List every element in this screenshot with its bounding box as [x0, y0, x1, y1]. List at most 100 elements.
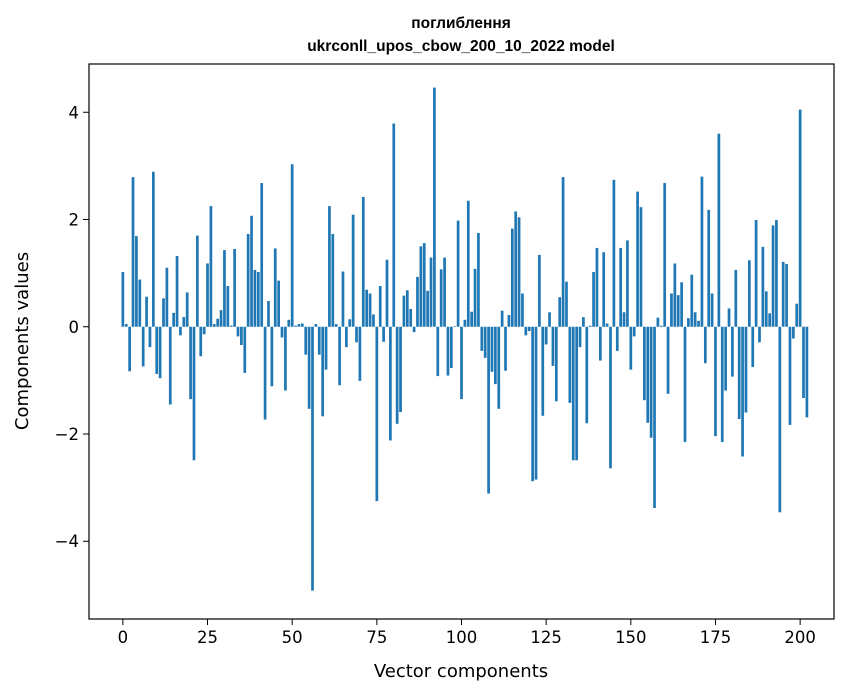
x-tick-label: 175 [700, 628, 732, 647]
bar-165 [680, 282, 683, 327]
bar-144 [609, 326, 612, 469]
bar-8 [148, 326, 152, 348]
bar-83 [402, 295, 406, 327]
bar-86 [412, 326, 416, 333]
bar-160 [663, 183, 667, 327]
bar-150 [629, 326, 633, 370]
bar-9 [151, 171, 155, 327]
bar-185 [747, 260, 751, 327]
bar-58 [317, 326, 321, 355]
bar-130 [561, 177, 565, 327]
bar-135 [578, 326, 582, 348]
bar-69 [355, 326, 358, 343]
bar-129 [558, 297, 562, 327]
bar-192 [771, 225, 775, 327]
bar-190 [764, 291, 768, 327]
bar-179 [727, 308, 731, 327]
bar-158 [656, 317, 660, 327]
bar-75 [375, 326, 379, 502]
bar-100 [460, 326, 463, 400]
bar-140 [595, 247, 599, 327]
bar-200 [798, 109, 802, 327]
bar-95 [443, 257, 446, 327]
bar-171 [700, 176, 704, 327]
bar-89 [422, 243, 426, 327]
bar-42 [263, 326, 267, 420]
bar-153 [639, 207, 643, 327]
bar-98 [453, 326, 457, 327]
bar-78 [385, 259, 389, 327]
bar-26 [209, 206, 213, 327]
bar-166 [683, 326, 687, 443]
bar-102 [466, 200, 470, 327]
bar-55 [307, 326, 311, 409]
bar-134 [575, 326, 578, 461]
bar-82 [399, 326, 402, 413]
bar-43 [267, 301, 270, 327]
bar-186 [751, 326, 755, 367]
bar-126 [548, 312, 551, 327]
bar-198 [792, 326, 795, 339]
bar-117 [517, 217, 521, 327]
bar-187 [754, 220, 758, 327]
bar-128 [554, 326, 558, 402]
bar-111 [497, 326, 501, 409]
bar-56 [311, 326, 314, 591]
bar-119 [524, 326, 528, 336]
bar-202 [805, 326, 809, 418]
bar-79 [389, 326, 392, 441]
bar-71 [361, 196, 365, 327]
bar-40 [256, 272, 260, 327]
bar-45 [273, 248, 277, 327]
bar-159 [659, 325, 663, 327]
bar-96 [446, 326, 450, 376]
bar-39 [253, 269, 257, 327]
bar-172 [703, 326, 707, 364]
bar-116 [514, 211, 518, 327]
x-tick-label: 0 [118, 628, 129, 647]
y-tick-label: −4 [55, 532, 79, 551]
bar-112 [500, 310, 504, 327]
bar-122 [534, 326, 538, 480]
bar-104 [473, 268, 477, 327]
bar-18 [182, 317, 186, 327]
bar-47 [280, 326, 284, 338]
bar-62 [331, 233, 335, 327]
bar-34 [236, 326, 240, 337]
bar-76 [378, 286, 382, 327]
bar-60 [324, 326, 328, 370]
bar-193 [775, 220, 778, 327]
x-tick-label: 25 [197, 628, 218, 647]
bar-139 [592, 272, 595, 327]
chart-subtitle: ukrconll_upos_cbow_200_10_2022 model [307, 38, 615, 55]
bar-138 [588, 325, 592, 327]
bar-113 [504, 326, 507, 371]
bar-14 [168, 326, 172, 405]
bar-46 [277, 280, 280, 327]
bar-162 [670, 293, 673, 327]
bar-197 [788, 326, 792, 425]
bar-148 [622, 312, 626, 327]
bar-137 [585, 326, 589, 424]
bar-194 [778, 326, 782, 513]
x-tick-label: 150 [615, 628, 647, 647]
x-axis-ticks: 0 25 50 75 100 125 150 175 200 [118, 619, 816, 647]
x-tick-label: 50 [282, 628, 303, 647]
bar-24 [202, 326, 206, 335]
bar-88 [419, 246, 423, 327]
plot-frame [88, 63, 835, 620]
bar-131 [565, 281, 568, 327]
bar-65 [341, 271, 345, 327]
bar-27 [212, 324, 216, 327]
y-axis-ticks: −4 −2 0 2 4 [55, 103, 89, 551]
x-axis-label: Vector components [374, 661, 548, 682]
bar-176 [717, 133, 721, 327]
bar-66 [345, 326, 348, 348]
bar-15 [172, 312, 176, 327]
bar-168 [690, 274, 694, 327]
bar-154 [643, 326, 646, 401]
bar-52 [297, 324, 301, 327]
bar-178 [724, 326, 727, 391]
bar-109 [490, 326, 494, 372]
